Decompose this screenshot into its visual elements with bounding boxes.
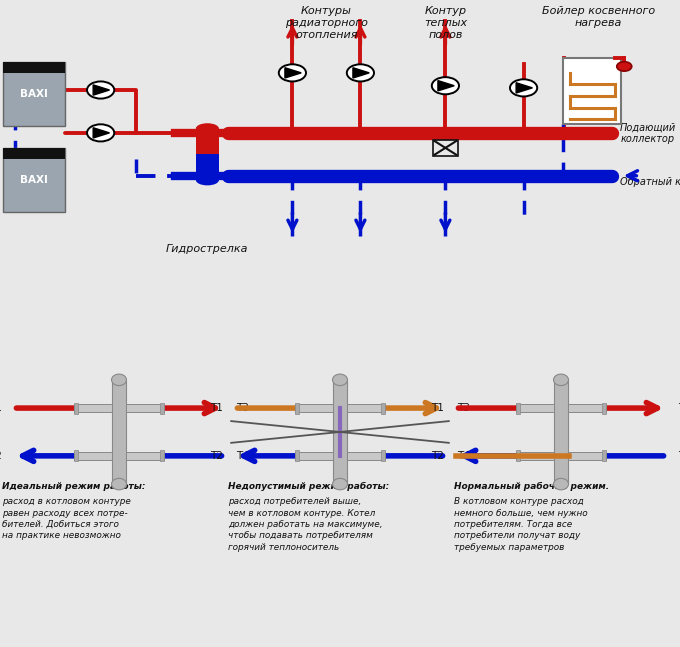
Text: Обратный коллектор: Обратный коллектор	[620, 177, 680, 187]
Polygon shape	[93, 85, 109, 95]
Bar	[516, 402, 520, 413]
Bar	[381, 450, 385, 461]
Bar	[433, 140, 458, 155]
Bar	[196, 129, 219, 154]
Bar	[516, 452, 554, 460]
Text: расход потребителей выше,
чем в котловом контуре. Котел
должен работать на макси: расход потребителей выше, чем в котловом…	[228, 497, 382, 552]
Circle shape	[279, 64, 306, 82]
Bar	[554, 380, 568, 484]
Polygon shape	[93, 127, 109, 138]
Text: T2: T2	[0, 451, 2, 461]
Bar	[568, 404, 606, 412]
Bar	[602, 450, 606, 461]
Bar	[295, 402, 299, 413]
Text: T1: T1	[210, 403, 223, 413]
Text: Гидрострелка: Гидрострелка	[166, 245, 249, 254]
Text: T1: T1	[431, 403, 444, 413]
Bar	[112, 380, 126, 484]
Text: Контуры
радиаторного
отопления: Контуры радиаторного отопления	[285, 6, 368, 39]
Text: T4: T4	[678, 451, 680, 461]
Text: BAXI: BAXI	[20, 175, 48, 185]
Text: T3: T3	[457, 403, 470, 413]
Polygon shape	[285, 68, 301, 78]
Text: Контур
теплых
полов: Контур теплых полов	[424, 6, 467, 39]
Text: В котловом контуре расход
немного больше, чем нужно
потребителям. Тогда все
потр: В котловом контуре расход немного больше…	[454, 497, 588, 552]
Polygon shape	[353, 68, 369, 78]
Polygon shape	[516, 83, 532, 93]
FancyBboxPatch shape	[563, 58, 621, 124]
Text: расход в котловом контуре
равен расходу всех потре-
бителей. Добиться этого
на п: расход в котловом контуре равен расходу …	[2, 497, 131, 540]
Bar	[126, 452, 164, 460]
Bar	[3, 62, 65, 73]
Ellipse shape	[333, 478, 347, 490]
Ellipse shape	[554, 374, 568, 386]
Ellipse shape	[196, 175, 219, 186]
Polygon shape	[438, 81, 454, 91]
Bar	[347, 404, 385, 412]
Ellipse shape	[333, 374, 347, 386]
Circle shape	[347, 64, 374, 82]
Bar	[126, 404, 164, 412]
Bar	[295, 450, 299, 461]
Bar	[568, 452, 606, 460]
Circle shape	[432, 77, 459, 94]
Ellipse shape	[554, 478, 568, 490]
Bar	[74, 450, 78, 461]
Circle shape	[617, 61, 632, 71]
Circle shape	[87, 124, 114, 142]
Text: T3: T3	[678, 403, 680, 413]
Text: Недопустимый режим работы:: Недопустимый режим работы:	[228, 482, 389, 491]
Text: T3: T3	[236, 403, 249, 413]
Text: T4: T4	[236, 451, 249, 461]
Bar	[333, 380, 347, 484]
Bar	[196, 154, 219, 180]
Text: T1: T1	[0, 403, 2, 413]
Bar	[160, 450, 164, 461]
Text: T2: T2	[210, 451, 223, 461]
Text: Бойлер косвенного
нагрева: Бойлер косвенного нагрева	[542, 6, 655, 28]
Bar	[516, 404, 554, 412]
Text: T4: T4	[457, 451, 470, 461]
Text: Идеальный режим работы:: Идеальный режим работы:	[2, 482, 146, 491]
Text: Нормальный рабочий режим.: Нормальный рабочий режим.	[454, 482, 609, 491]
Bar	[3, 62, 65, 126]
Bar	[381, 402, 385, 413]
Bar	[74, 402, 78, 413]
Circle shape	[510, 80, 537, 96]
Ellipse shape	[112, 478, 126, 490]
Bar	[3, 148, 65, 212]
Bar	[160, 402, 164, 413]
Bar	[295, 404, 333, 412]
Bar	[295, 452, 333, 460]
Bar	[347, 452, 385, 460]
Bar	[74, 452, 112, 460]
Bar	[602, 402, 606, 413]
Text: BAXI: BAXI	[20, 89, 48, 99]
Text: Подающий
коллектор: Подающий коллектор	[620, 122, 677, 144]
Bar	[3, 148, 65, 159]
Ellipse shape	[112, 374, 126, 386]
Bar	[74, 404, 112, 412]
Bar	[516, 450, 520, 461]
Ellipse shape	[196, 123, 219, 134]
Circle shape	[87, 82, 114, 98]
Text: T2: T2	[431, 451, 444, 461]
